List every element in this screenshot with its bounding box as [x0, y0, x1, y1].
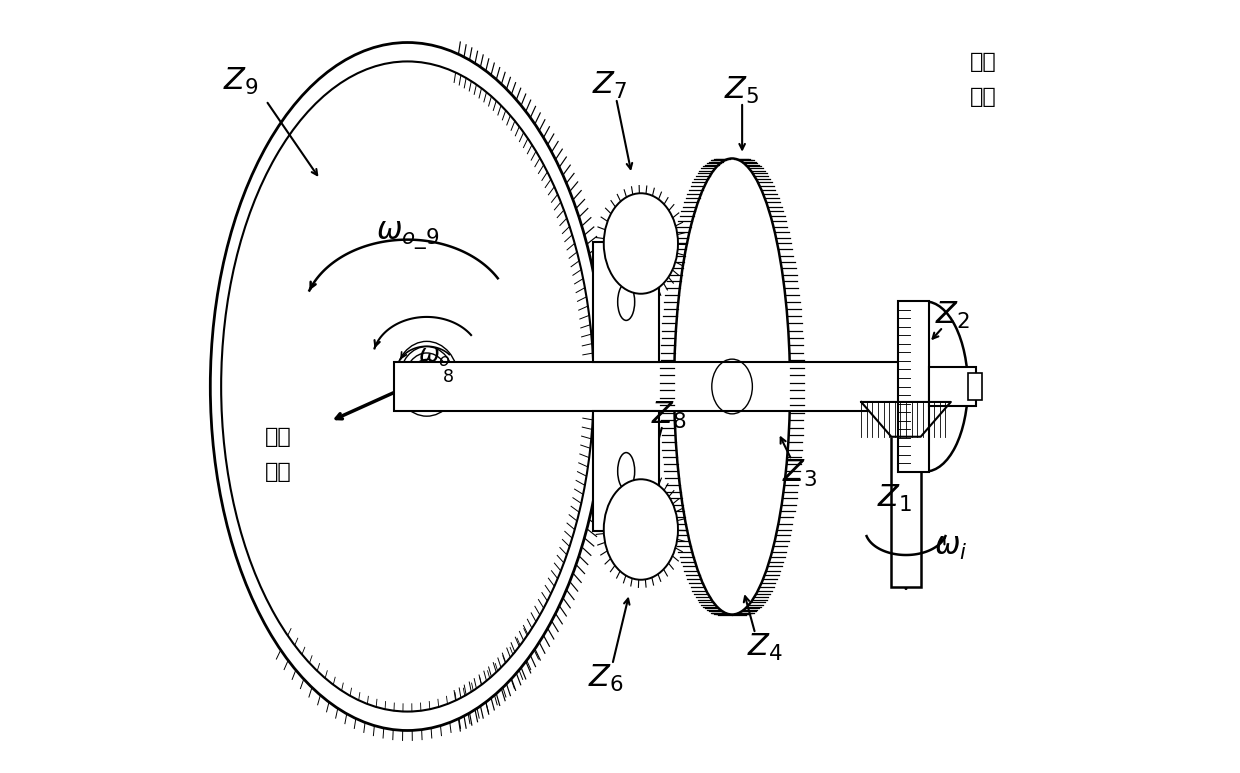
Text: $\omega_o$: $\omega_o$ — [418, 345, 451, 369]
Ellipse shape — [221, 61, 594, 712]
Bar — [968, 373, 982, 400]
Bar — [929, 367, 976, 406]
Text: $Z_9$: $Z_9$ — [223, 66, 259, 97]
Text: $Z_7$: $Z_7$ — [593, 70, 627, 100]
Text: $Z_2$: $Z_2$ — [935, 300, 970, 331]
Text: 功率: 功率 — [970, 52, 997, 72]
Text: $Z_3$: $Z_3$ — [781, 458, 817, 489]
Text: $Z_1$: $Z_1$ — [877, 483, 911, 514]
Text: 功率: 功率 — [265, 427, 291, 447]
Text: $Z_5$: $Z_5$ — [724, 75, 760, 106]
Text: $Z_8$: $Z_8$ — [651, 400, 687, 431]
Bar — [593, 411, 658, 531]
Text: 输出: 输出 — [265, 461, 291, 482]
Text: $\omega_i$: $\omega_i$ — [934, 533, 967, 562]
Bar — [898, 301, 929, 472]
Text: 输入: 输入 — [970, 87, 997, 107]
Ellipse shape — [604, 479, 678, 580]
Polygon shape — [861, 402, 951, 437]
Text: $\omega_{o\_9}$: $\omega_{o\_9}$ — [376, 220, 439, 252]
Ellipse shape — [675, 158, 790, 615]
Text: $_8$: $_8$ — [443, 361, 454, 386]
Bar — [593, 242, 658, 362]
Text: $Z_4$: $Z_4$ — [746, 632, 782, 663]
Bar — [892, 433, 920, 587]
Text: $Z_6$: $Z_6$ — [588, 663, 624, 694]
Ellipse shape — [604, 193, 678, 294]
Bar — [394, 362, 929, 411]
